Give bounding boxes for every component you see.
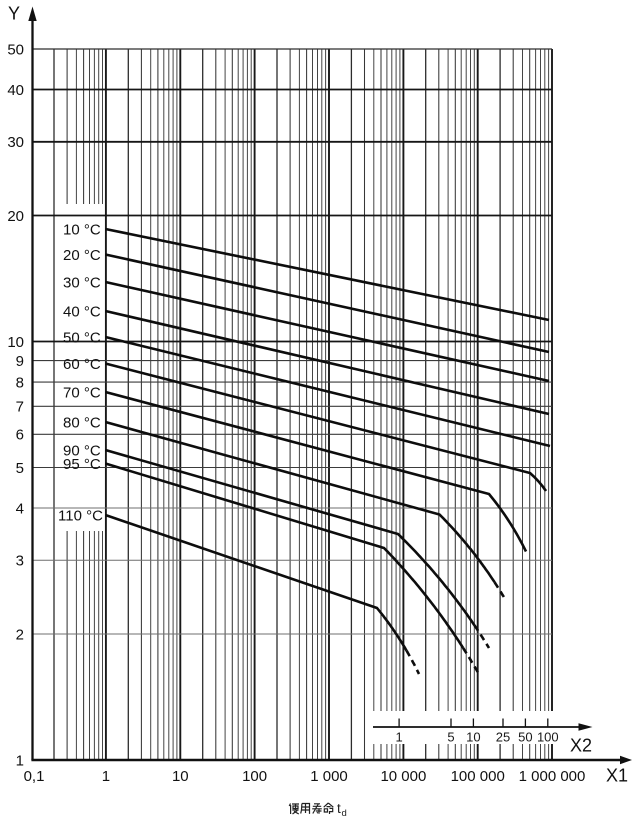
- svg-text:70 °C: 70 °C: [63, 384, 101, 401]
- svg-text:10: 10: [7, 334, 24, 351]
- svg-text:9: 9: [16, 353, 24, 370]
- svg-text:X1: X1: [606, 766, 628, 786]
- svg-text:110 °C: 110 °C: [58, 507, 103, 524]
- svg-text:100: 100: [537, 730, 559, 745]
- svg-text:t: t: [337, 801, 341, 816]
- svg-text:30: 30: [7, 134, 24, 151]
- svg-text:8: 8: [16, 374, 24, 391]
- svg-text:10 °C: 10 °C: [63, 221, 101, 238]
- svg-text:100: 100: [242, 768, 267, 785]
- svg-text:25: 25: [496, 730, 510, 745]
- svg-text:1 000 000: 1 000 000: [519, 768, 586, 785]
- svg-text:90 °C: 90 °C: [63, 442, 101, 459]
- svg-text:5: 5: [447, 730, 454, 745]
- svg-text:20 °C: 20 °C: [63, 247, 101, 264]
- svg-text:40: 40: [7, 82, 24, 99]
- svg-text:4: 4: [16, 500, 24, 517]
- svg-text:60 °C: 60 °C: [63, 356, 101, 373]
- svg-text:50: 50: [7, 41, 24, 58]
- svg-text:1 000: 1 000: [310, 768, 348, 785]
- svg-text:30 °C: 30 °C: [63, 274, 101, 291]
- svg-text:10: 10: [172, 768, 189, 785]
- svg-text:1: 1: [102, 768, 110, 785]
- svg-text:50: 50: [518, 730, 532, 745]
- svg-text:Y: Y: [8, 4, 20, 24]
- svg-text:10 000: 10 000: [380, 768, 426, 785]
- svg-text:100 000: 100 000: [451, 768, 505, 785]
- svg-text:80 °C: 80 °C: [63, 414, 101, 431]
- svg-text:6: 6: [16, 427, 24, 444]
- svg-text:d: d: [342, 808, 347, 819]
- svg-text:20: 20: [7, 208, 24, 225]
- svg-text:50 °C: 50 °C: [63, 329, 101, 346]
- svg-text:95 °C: 95 °C: [63, 456, 101, 473]
- svg-text:40 °C: 40 °C: [63, 303, 101, 320]
- svg-text:7: 7: [16, 399, 24, 416]
- svg-text:5: 5: [16, 460, 24, 477]
- svg-text:2: 2: [16, 626, 24, 643]
- svg-text:3: 3: [16, 553, 24, 570]
- svg-text:1: 1: [16, 752, 24, 769]
- svg-text:1: 1: [395, 730, 402, 745]
- svg-text:X2: X2: [570, 736, 592, 756]
- svg-text:10: 10: [466, 730, 480, 745]
- svg-text:0,1: 0,1: [24, 768, 45, 785]
